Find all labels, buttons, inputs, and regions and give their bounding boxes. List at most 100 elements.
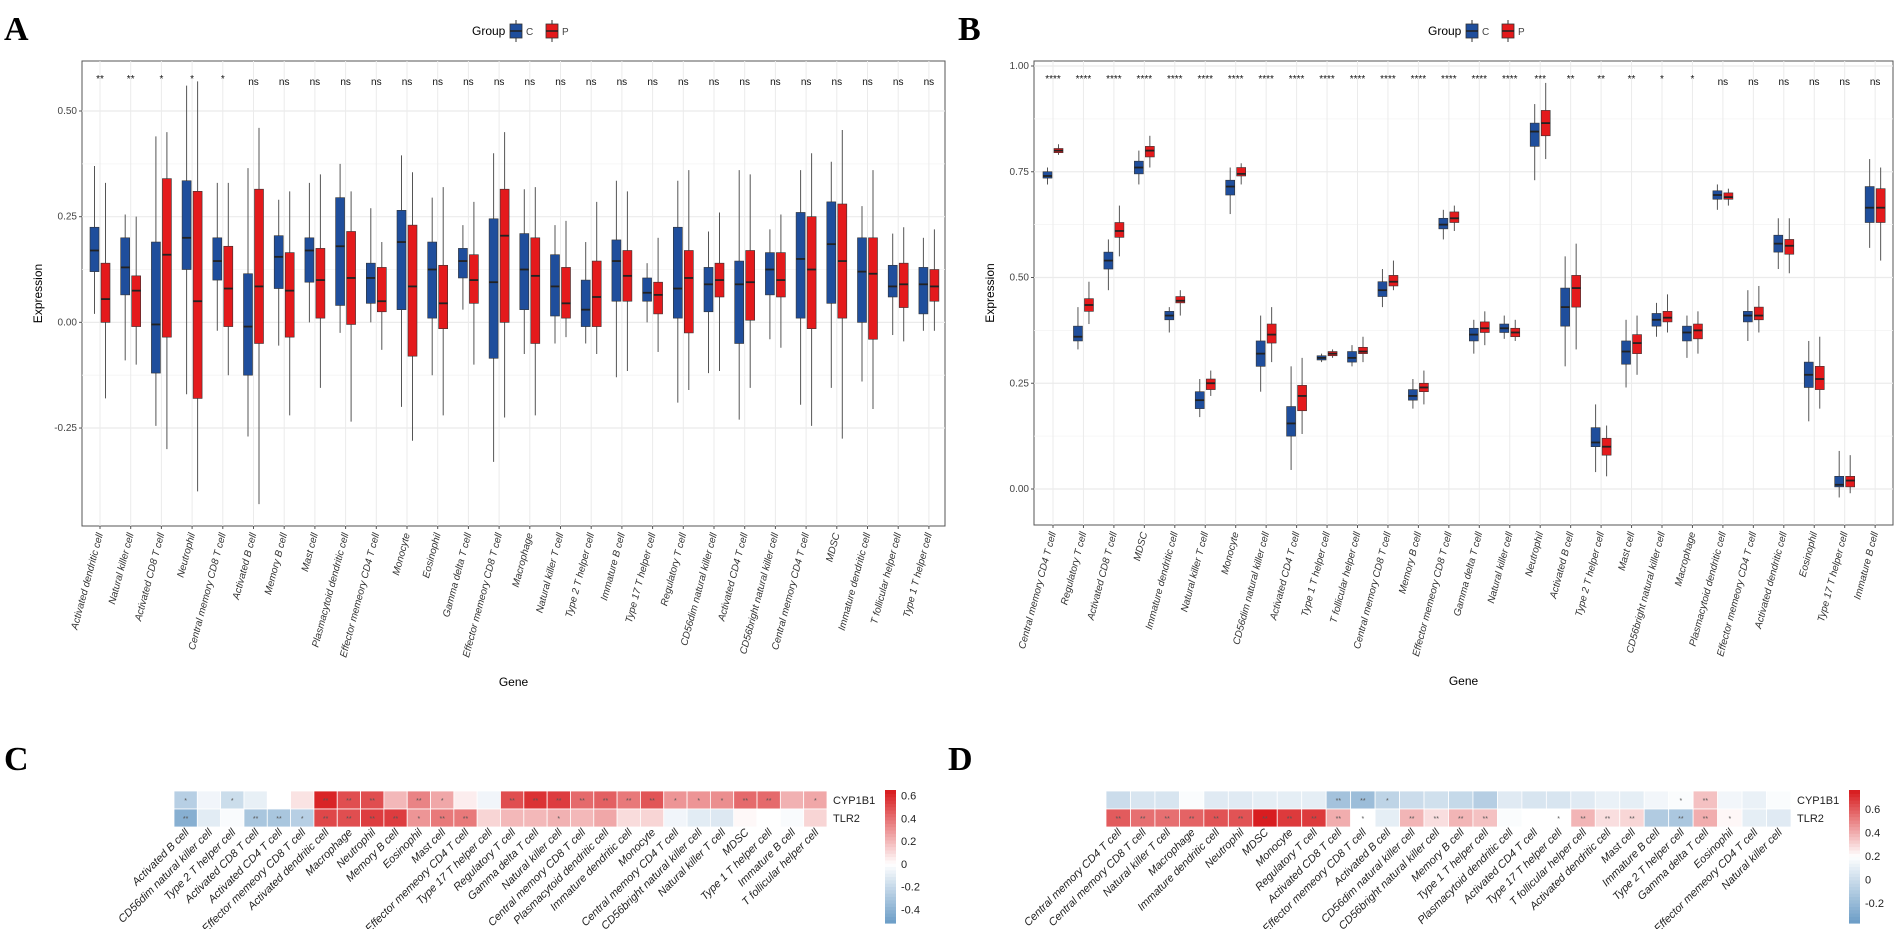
box-c [1743, 311, 1753, 323]
heatmap-cell [1570, 790, 1596, 810]
significance-mark: * [1362, 816, 1365, 823]
colorbar-segment [1849, 856, 1860, 861]
colorbar-label: 0 [1865, 874, 1871, 886]
row-label-cyp1b1: CYP1B1 [833, 795, 875, 807]
significance-label: * [190, 74, 194, 85]
colorbar-segment [1849, 816, 1860, 821]
significance-mark: ** [626, 798, 632, 805]
panel-label-d: D [948, 741, 973, 778]
significance-mark: ** [1605, 816, 1611, 823]
significance-label: **** [1076, 74, 1092, 85]
significance-label: *** [1534, 74, 1546, 85]
y-tick-label: -0.25 [54, 423, 77, 434]
box-p [1480, 321, 1490, 333]
significance-mark: ** [1458, 816, 1464, 823]
significance-label: ns [279, 77, 290, 88]
box-p [1449, 211, 1460, 223]
x-tick-label: Immature B cell [599, 531, 628, 602]
heatmap-cell [1472, 790, 1498, 810]
significance-mark: * [1557, 816, 1560, 823]
heatmap-cell [779, 790, 805, 810]
x-tick-label: Type 2 T helper cell [564, 531, 597, 619]
heatmap-cell [779, 808, 805, 828]
heatmap-cell [1594, 790, 1621, 810]
heatmap-cell [196, 790, 222, 810]
box-c [703, 267, 714, 313]
colorbar-segment [885, 866, 896, 871]
colorbar-segment [1849, 899, 1860, 904]
significance-label: **** [1228, 74, 1244, 85]
box-p [683, 250, 694, 334]
y-axis-title: Expression [31, 264, 45, 323]
significance-mark: * [441, 798, 444, 805]
colorbar-segment [885, 846, 896, 851]
colorbar-segment [885, 819, 896, 824]
box-p [1662, 311, 1673, 323]
colorbar-segment [1849, 873, 1860, 878]
box-c [826, 201, 837, 304]
colorbar-label: -0.2 [1865, 898, 1884, 910]
x-tick-label: Activated CD4 T cell [716, 531, 751, 623]
colorbar-segment [1849, 836, 1860, 841]
box-c [488, 218, 499, 359]
box-p [530, 237, 541, 344]
heatmap-cell [640, 808, 665, 828]
significance-label: ns [494, 77, 505, 88]
box-p [1145, 146, 1155, 158]
x-tick-label: MDSC [1132, 530, 1150, 562]
heatmap-cell [1717, 790, 1743, 810]
significance-mark: * [697, 798, 700, 805]
heatmap-cell [1227, 790, 1254, 810]
significance-label: **** [1350, 74, 1366, 85]
colorbar-label: -0.2 [901, 882, 920, 894]
y-tick-label: 0.50 [58, 106, 78, 117]
x-tick-label: Central memory CD4 T cell [1017, 530, 1059, 650]
colorbar-segment [885, 853, 896, 858]
significance-label: **** [1137, 74, 1153, 85]
box-p [1266, 323, 1277, 344]
box-c [580, 279, 591, 327]
colorbar-segment [885, 893, 896, 897]
significance-label: ns [432, 77, 443, 88]
box-p [591, 260, 602, 327]
y-tick-label: 0.25 [58, 212, 78, 223]
significance-mark: * [1680, 798, 1683, 805]
colorbar-segment [1849, 916, 1860, 921]
box-c [1682, 325, 1692, 342]
significance-mark: * [231, 798, 234, 805]
box-c [181, 180, 192, 270]
significance-label: ** [1628, 74, 1636, 85]
x-tick-label: Type 17 T helper cell [1816, 530, 1851, 623]
significance-label: ns [555, 77, 566, 88]
box-p [223, 245, 234, 327]
legend-title: Group [1428, 24, 1462, 38]
x-tick-label: Activated CD4 T cell [1268, 530, 1303, 622]
x-tick-label: Activated B cell [231, 531, 260, 602]
box-p [1845, 476, 1855, 488]
x-tick-label: Activated CD8 T cell [133, 531, 168, 623]
significance-label: ns [617, 77, 628, 88]
significance-label: ns [832, 77, 843, 88]
box-p [469, 254, 479, 304]
box-p [1784, 239, 1795, 255]
x-tick-label: Monocyte [391, 532, 413, 577]
box-c [1225, 179, 1235, 196]
significance-mark: ** [370, 798, 376, 805]
colorbar-segment [1849, 793, 1860, 798]
significance-label: **** [1472, 74, 1488, 85]
panel-label-a: A [4, 11, 29, 48]
box-p [284, 252, 295, 338]
colorbar-segment [885, 829, 896, 834]
box-c [89, 226, 100, 272]
significance-mark: * [418, 816, 421, 823]
box-c [550, 254, 560, 317]
box-c [765, 252, 775, 296]
significance-mark: ** [533, 798, 539, 805]
colorbar-segment [885, 903, 896, 907]
box-c [304, 237, 315, 283]
box-c [1621, 340, 1631, 365]
x-tick-label: Type 1 T helper cell [902, 531, 935, 619]
colorbar-segment [885, 826, 896, 831]
box-p [1175, 296, 1186, 304]
colorbar-segment [885, 896, 896, 901]
